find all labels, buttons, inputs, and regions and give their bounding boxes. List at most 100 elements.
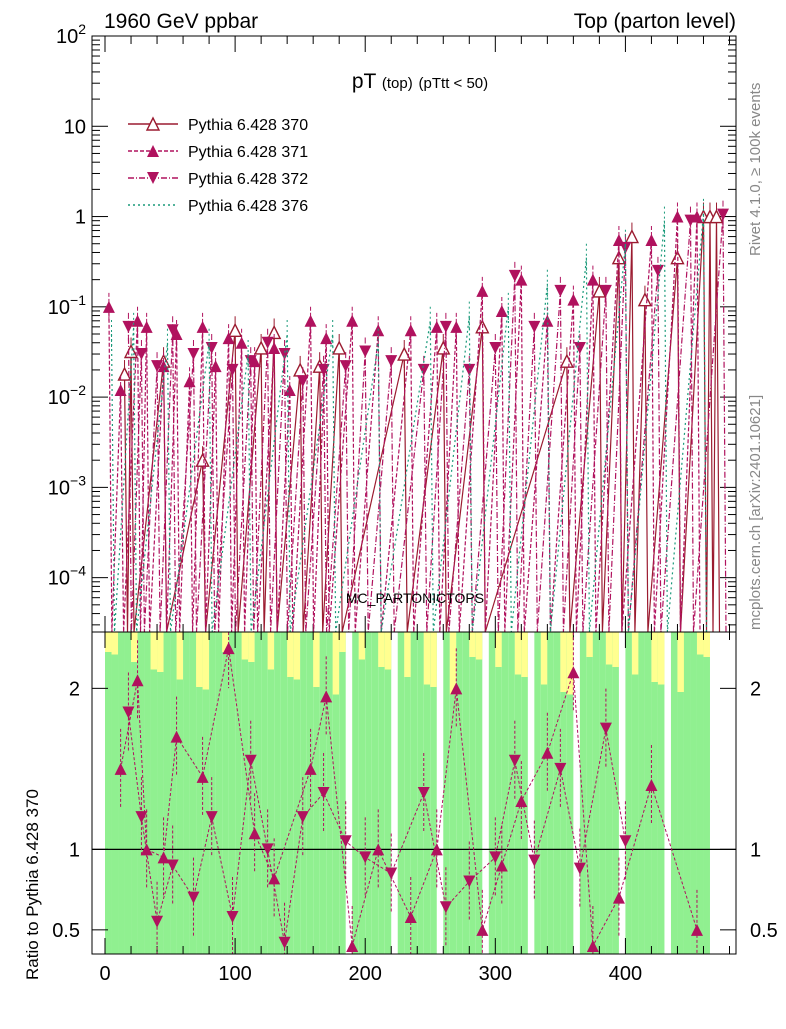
ratio-band-green — [605, 632, 613, 954]
ratio-point — [222, 642, 235, 655]
x-tick-label: 100 — [218, 963, 251, 985]
data-point — [140, 320, 153, 333]
data-point — [267, 324, 282, 340]
data-point — [268, 341, 281, 354]
ratio-y-tick-label: 2 — [69, 678, 80, 700]
ratio-band-green — [254, 632, 262, 954]
ratio-band-green — [261, 632, 268, 954]
ratio-point — [304, 762, 317, 775]
x-tick-label: 300 — [479, 963, 512, 985]
ratio-band-yellow — [430, 632, 437, 687]
ratio-y-tick-label-right: 0.5 — [750, 920, 778, 942]
ratio-band-yellow — [196, 632, 203, 687]
ratio-point — [372, 843, 385, 856]
data-point — [559, 353, 575, 368]
ratio-band-green — [378, 632, 385, 954]
ratio-band-green — [352, 632, 359, 954]
ratio-band-yellow — [248, 632, 255, 662]
ratio-band-green — [137, 632, 145, 954]
ratio-band-green — [176, 632, 184, 954]
data-point — [261, 336, 274, 349]
ratio-band-green — [644, 632, 652, 954]
ratio-band-green — [495, 632, 502, 954]
ratio-band-green — [300, 632, 307, 954]
data-point — [439, 320, 452, 333]
ratio-band-green — [371, 632, 379, 954]
side-label-mcplots: mcplots.cern.ch [arXiv:2401.10621] — [747, 395, 764, 630]
data-point — [317, 363, 330, 376]
data-point — [684, 214, 697, 227]
y-tick-label: 10 — [64, 116, 86, 138]
data-point — [599, 284, 612, 297]
ratio-band-yellow — [339, 632, 346, 652]
ratio-y-tick-label-right: 1 — [750, 839, 761, 861]
data-point — [278, 348, 291, 361]
ratio-band-green — [105, 632, 112, 954]
ratio-band-yellow — [378, 632, 385, 667]
ratio-point — [268, 872, 281, 885]
ratio-band-green — [118, 632, 125, 954]
ratio-band-green — [657, 632, 665, 954]
ratio-band-green — [235, 632, 242, 954]
ratio-band-yellow — [241, 632, 249, 660]
ratio-band-green — [534, 632, 541, 954]
ratio-band-green — [547, 632, 554, 954]
ratio-point — [346, 939, 359, 952]
data-point — [183, 375, 196, 388]
ratio-band-green — [150, 632, 158, 954]
ratio-band-yellow — [696, 632, 704, 655]
x-tick-label: 400 — [609, 963, 642, 985]
ratio-point — [690, 923, 703, 936]
ratio-point — [317, 787, 330, 799]
data-point — [135, 348, 148, 361]
ratio-band-yellow — [176, 632, 184, 680]
ratio-band-green — [202, 632, 210, 954]
ratio-point — [296, 811, 309, 824]
ratio-band-green — [625, 632, 632, 954]
ratio-band-green — [209, 632, 216, 954]
ratio-band-green — [170, 632, 177, 954]
data-point — [671, 210, 684, 223]
data-point — [226, 363, 239, 376]
ratio-band-green — [560, 632, 567, 954]
ratio-point — [599, 722, 612, 735]
plot-title-sub2: (pTtt < 50) — [419, 75, 489, 92]
ratio-band-yellow — [423, 632, 431, 685]
series-4 — [110, 198, 708, 633]
ratio-band-green — [690, 632, 697, 954]
data-point — [157, 360, 170, 373]
ratio-point — [476, 923, 489, 936]
ratio-point — [528, 854, 541, 867]
ratio-band-green — [638, 632, 645, 954]
ratio-y-tick-label-right: 2 — [750, 678, 761, 700]
data-point — [359, 345, 372, 358]
ratio-band-green — [287, 632, 294, 954]
data-point — [624, 229, 640, 244]
ratio-band-green — [553, 632, 561, 954]
ratio-point — [114, 762, 127, 775]
ratio-point — [196, 770, 209, 783]
ratio-band-green — [683, 632, 691, 954]
ratio-band-green — [475, 632, 483, 954]
ratio-point — [261, 843, 274, 856]
ratio-band-green — [124, 632, 132, 954]
data-point — [296, 375, 309, 388]
ratio-band-yellow — [540, 632, 548, 685]
data-point — [476, 284, 489, 297]
ratio-band-green — [677, 632, 684, 954]
data-point — [102, 300, 115, 313]
ratio-band-yellow — [651, 632, 658, 682]
ratio-band-yellow — [222, 632, 229, 652]
ratio-band-green — [462, 632, 470, 954]
data-point — [573, 341, 586, 354]
ratio-band-green — [306, 632, 314, 954]
data-point — [436, 340, 451, 355]
data-point — [515, 273, 528, 286]
data-point — [709, 208, 724, 224]
ratio-y-tick-label: 1 — [69, 839, 80, 861]
ratio-band-green — [469, 632, 476, 954]
x-tick-label: 0 — [99, 963, 110, 985]
ratio-band-yellow — [703, 632, 710, 657]
ratio-point — [248, 827, 261, 840]
